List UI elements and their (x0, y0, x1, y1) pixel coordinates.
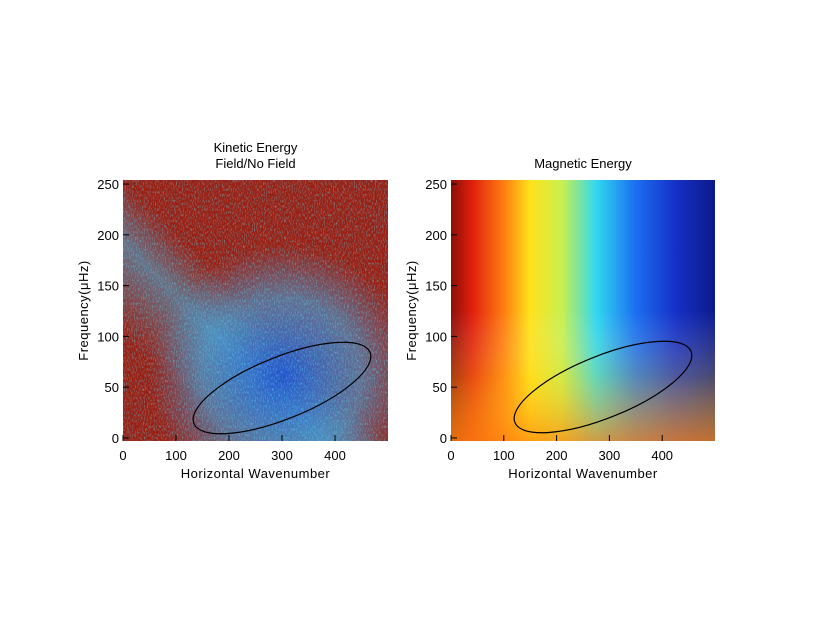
y-tick-label: 50 (433, 380, 447, 395)
chart-title: Magnetic Energy (534, 156, 632, 171)
chart-title: Field/No Field (215, 156, 295, 171)
x-tick-label: 200 (546, 448, 568, 463)
x-axis-label: Horizontal Wavenumber (181, 466, 331, 481)
x-axis-label: Horizontal Wavenumber (508, 466, 658, 481)
y-tick-label: 100 (97, 329, 119, 344)
magnetic-image (451, 180, 715, 441)
x-tick-label: 400 (324, 448, 346, 463)
kinetic-image (123, 180, 388, 441)
y-tick-label: 150 (97, 279, 119, 294)
ellipse-annotation (513, 340, 693, 434)
y-tick-label: 250 (425, 177, 447, 192)
y-tick-label: 200 (425, 228, 447, 243)
y-tick-label: 100 (425, 329, 447, 344)
y-tick-label: 200 (97, 228, 119, 243)
y-tick-label: 0 (440, 431, 447, 446)
y-tick-label: 0 (112, 431, 119, 446)
y-axis-label: Frequency(μHz) (404, 260, 419, 360)
x-tick-label: 300 (271, 448, 293, 463)
x-tick-label: 0 (119, 448, 126, 463)
y-tick-label: 50 (105, 380, 119, 395)
y-tick-label: 150 (425, 279, 447, 294)
chart-title: Kinetic Energy (214, 140, 298, 155)
x-tick-label: 100 (493, 448, 515, 463)
y-axis-label: Frequency(μHz) (76, 260, 91, 360)
x-tick-label: 0 (447, 448, 454, 463)
x-tick-label: 400 (651, 448, 673, 463)
x-tick-label: 300 (599, 448, 621, 463)
x-tick-label: 200 (218, 448, 240, 463)
ellipse-annotation (192, 341, 372, 435)
y-tick-label: 250 (97, 177, 119, 192)
x-tick-label: 100 (165, 448, 187, 463)
